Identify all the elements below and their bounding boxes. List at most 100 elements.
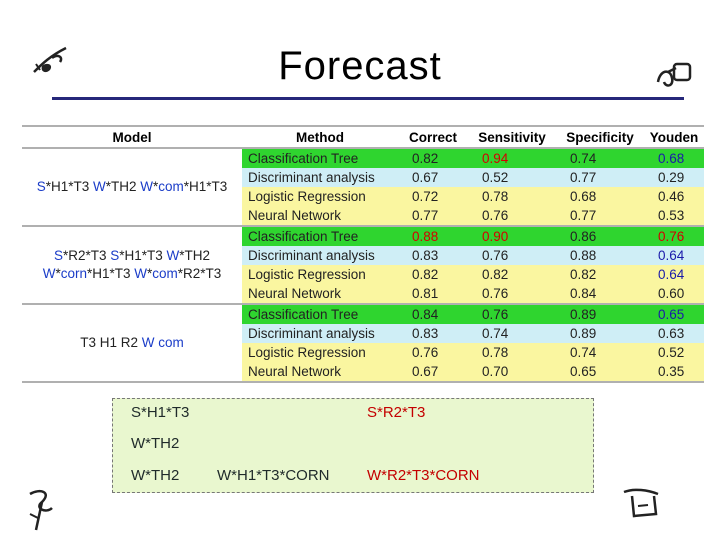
specificity-cell: 0.77: [556, 168, 644, 187]
youden-cell: 0.52: [644, 343, 704, 362]
model-formula-part: T3 H1 R2: [80, 335, 142, 350]
youden-cell: 0.46: [644, 187, 704, 206]
specificity-cell: 0.74: [556, 343, 644, 362]
sensitivity-cell: 0.90: [468, 226, 556, 246]
youden-cell: 0.64: [644, 265, 704, 284]
specificity-cell: 0.77: [556, 206, 644, 227]
table-row: Discriminant analysis 0.67 0.52 0.77 0.29: [22, 168, 704, 187]
table-header-row: Model Method Correct Sensitivity Specifi…: [22, 125, 704, 149]
table-row: Discriminant analysis 0.83 0.74 0.89 0.63: [22, 324, 704, 343]
model-formula-line: W*corn*H1*T3 W*com*R2*T3: [26, 265, 238, 283]
model-formula-part: W: [42, 266, 56, 281]
specificity-cell: 0.89: [556, 304, 644, 324]
hand-drawn-scroll-icon: [623, 488, 659, 518]
model-formula-line: S*R2*T3 S*H1*T3 W*TH2: [26, 247, 238, 265]
correct-cell: 0.77: [398, 206, 468, 227]
method-cell: Classification Tree: [242, 148, 398, 168]
formula-w-h1-t3-corn: W*H1*T3*CORN: [217, 467, 330, 484]
youden-cell: 0.53: [644, 206, 704, 227]
model-formula-part: *H1*T3: [119, 248, 167, 263]
sensitivity-cell: 0.76: [468, 304, 556, 324]
header-correct: Correct: [398, 125, 468, 149]
results-table: Model Method Correct Sensitivity Specifi…: [22, 125, 704, 383]
model-formula-part: *R2*T3: [62, 248, 111, 263]
formula-s-r2-t3: S*R2*T3: [367, 404, 426, 421]
sensitivity-cell: 0.76: [468, 284, 556, 305]
header-method: Method: [242, 125, 398, 149]
specificity-cell: 0.82: [556, 265, 644, 284]
model-formula-line: S*H1*T3 W*TH2 W*com*H1*T3: [26, 178, 238, 196]
correct-cell: 0.67: [398, 362, 468, 383]
model-cell: S*H1*T3 W*TH2 W*com*H1*T3: [22, 148, 242, 227]
model-formula-part: *: [153, 179, 159, 194]
table-row: S*R2*T3 S*H1*T3 W*TH2 W*corn*H1*T3 W*com*…: [22, 226, 704, 305]
youden-cell: 0.35: [644, 362, 704, 383]
youden-cell: 0.64: [644, 246, 704, 265]
correct-cell: 0.88: [398, 226, 468, 246]
table-row: Logistic Regression 0.72 0.78 0.68 0.46: [22, 187, 704, 206]
model-formula-part: *: [147, 266, 153, 281]
model-formula-part: S: [53, 248, 63, 263]
correct-cell: 0.84: [398, 304, 468, 324]
model-formula-part: W: [166, 248, 180, 263]
method-cell: Discriminant analysis: [242, 324, 398, 343]
method-cell: Logistic Regression: [242, 343, 398, 362]
sensitivity-cell: 0.78: [468, 187, 556, 206]
header-specificity: Specificity: [556, 125, 644, 149]
specificity-cell: 0.74: [556, 148, 644, 168]
method-cell: Classification Tree: [242, 304, 398, 324]
correct-cell: 0.83: [398, 324, 468, 343]
table-row: T3 H1 R2 W com Classification Tree 0.84 0.7…: [22, 304, 704, 383]
table-row: S*H1*T3 W*TH2 W*com*H1*T3 Classification …: [22, 148, 704, 227]
table-row: Logistic Regression 0.82 0.82 0.82 0.64: [22, 265, 704, 284]
sensitivity-cell: 0.52: [468, 168, 556, 187]
formula-w-th2: W*TH2: [131, 435, 180, 452]
hand-drawn-fern-icon: [33, 46, 67, 73]
correct-cell: 0.76: [398, 343, 468, 362]
slide-title: Forecast: [278, 44, 442, 88]
header-sensitivity: Sensitivity: [468, 125, 556, 149]
correct-cell: 0.82: [398, 148, 468, 168]
youden-cell: 0.60: [644, 284, 704, 305]
correct-cell: 0.67: [398, 168, 468, 187]
table-row: Neural Network 0.67 0.70 0.65 0.35: [22, 362, 704, 383]
specificity-cell: 0.88: [556, 246, 644, 265]
correct-cell: 0.82: [398, 265, 468, 284]
table-row: Neural Network 0.77 0.76 0.77 0.53: [22, 206, 704, 227]
model-formula-part: *H1*T3: [183, 179, 228, 194]
sensitivity-cell: 0.82: [468, 265, 556, 284]
table-row: Logistic Regression 0.76 0.78 0.74 0.52: [22, 343, 704, 362]
specificity-cell: 0.68: [556, 187, 644, 206]
correct-cell: 0.83: [398, 246, 468, 265]
model-cell: T3 H1 R2 W com: [22, 304, 242, 383]
youden-cell: 0.63: [644, 324, 704, 343]
model-formula-part: *H1*T3: [86, 266, 135, 281]
specificity-cell: 0.89: [556, 324, 644, 343]
model-formula-part: corn: [60, 266, 87, 281]
model-formula-part: *: [55, 266, 61, 281]
model-formula-part: S: [110, 248, 120, 263]
sensitivity-cell: 0.74: [468, 324, 556, 343]
sensitivity-cell: 0.76: [468, 246, 556, 265]
model-formula-part: *R2*T3: [177, 266, 222, 281]
method-cell: Neural Network: [242, 284, 398, 305]
specificity-cell: 0.86: [556, 226, 644, 246]
hand-drawn-curl-icon: [29, 490, 53, 531]
method-cell: Classification Tree: [242, 226, 398, 246]
sensitivity-cell: 0.70: [468, 362, 556, 383]
method-cell: Discriminant analysis: [242, 246, 398, 265]
results-table-container: Model Method Correct Sensitivity Specifi…: [22, 125, 704, 383]
title-underline: [52, 97, 684, 100]
correct-cell: 0.72: [398, 187, 468, 206]
youden-cell: 0.68: [644, 148, 704, 168]
method-cell: Discriminant analysis: [242, 168, 398, 187]
method-cell: Neural Network: [242, 206, 398, 227]
specificity-cell: 0.65: [556, 362, 644, 383]
table-row: Discriminant analysis 0.83 0.76 0.88 0.64: [22, 246, 704, 265]
model-formula-part: com: [152, 266, 178, 281]
model-formula-part: *TH2: [179, 248, 211, 263]
table-row: Neural Network 0.81 0.76 0.84 0.60: [22, 284, 704, 305]
model-formula-part: *TH2: [105, 179, 141, 194]
formula-box: S*H1*T3 S*R2*T3 W*TH2 W*TH2 W*H1*T3*CORN…: [112, 398, 594, 493]
model-formula-part: S: [36, 179, 46, 194]
